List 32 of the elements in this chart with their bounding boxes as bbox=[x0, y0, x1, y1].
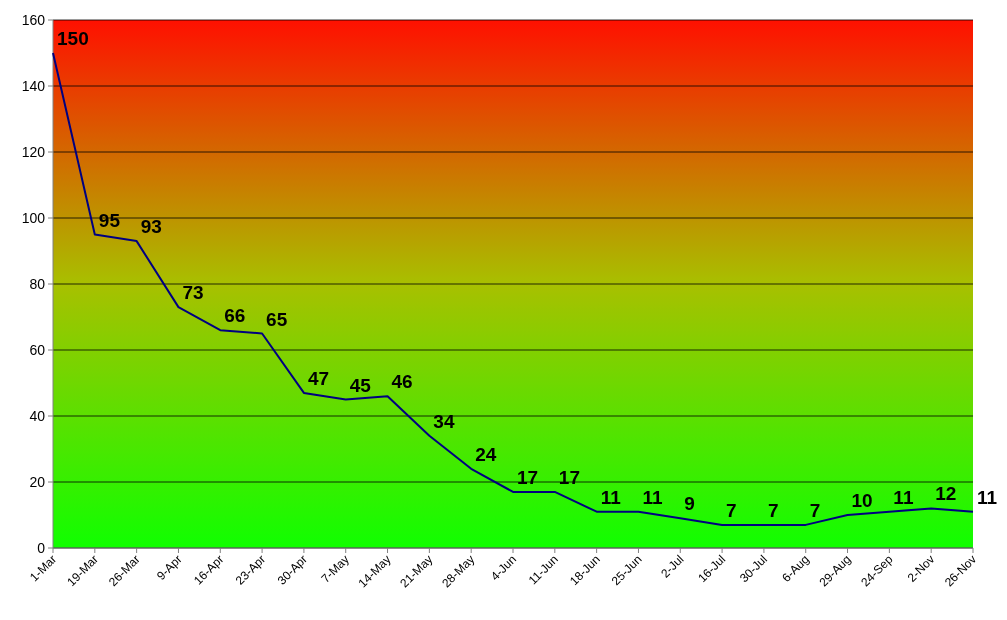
data-label: 46 bbox=[391, 371, 413, 393]
data-label: 11 bbox=[642, 486, 663, 508]
data-label: 10 bbox=[851, 490, 873, 511]
y-tick-label: 140 bbox=[21, 77, 46, 94]
data-label: 47 bbox=[307, 367, 330, 389]
data-label: 17 bbox=[558, 466, 580, 488]
data-label: 11 bbox=[600, 486, 622, 508]
data-label: 7 bbox=[809, 499, 821, 521]
data-label: 150 bbox=[57, 28, 89, 49]
data-label: 95 bbox=[98, 209, 121, 231]
data-label: 65 bbox=[266, 308, 288, 330]
data-label: 73 bbox=[182, 282, 204, 304]
y-tick-label: 20 bbox=[29, 473, 46, 490]
data-label: 9 bbox=[684, 493, 695, 515]
y-tick-label: 40 bbox=[29, 407, 46, 424]
data-label: 11 bbox=[977, 486, 998, 508]
data-label: 12 bbox=[935, 483, 957, 505]
data-label: 34 bbox=[433, 410, 455, 432]
y-tick-label: 60 bbox=[29, 341, 46, 358]
y-tick-label: 100 bbox=[21, 209, 46, 226]
y-tick-label: 160 bbox=[21, 11, 46, 28]
data-label: 45 bbox=[349, 374, 372, 396]
data-label: 93 bbox=[140, 216, 162, 238]
data-label: 7 bbox=[726, 499, 737, 521]
data-label: 24 bbox=[475, 443, 497, 465]
data-label: 11 bbox=[893, 486, 914, 508]
y-tick-label: 120 bbox=[21, 143, 46, 160]
y-tick-label: 0 bbox=[37, 539, 46, 556]
y-tick-label: 80 bbox=[29, 275, 46, 292]
data-label: 17 bbox=[517, 466, 539, 488]
data-label: 66 bbox=[224, 305, 246, 327]
data-label: 7 bbox=[767, 499, 779, 521]
